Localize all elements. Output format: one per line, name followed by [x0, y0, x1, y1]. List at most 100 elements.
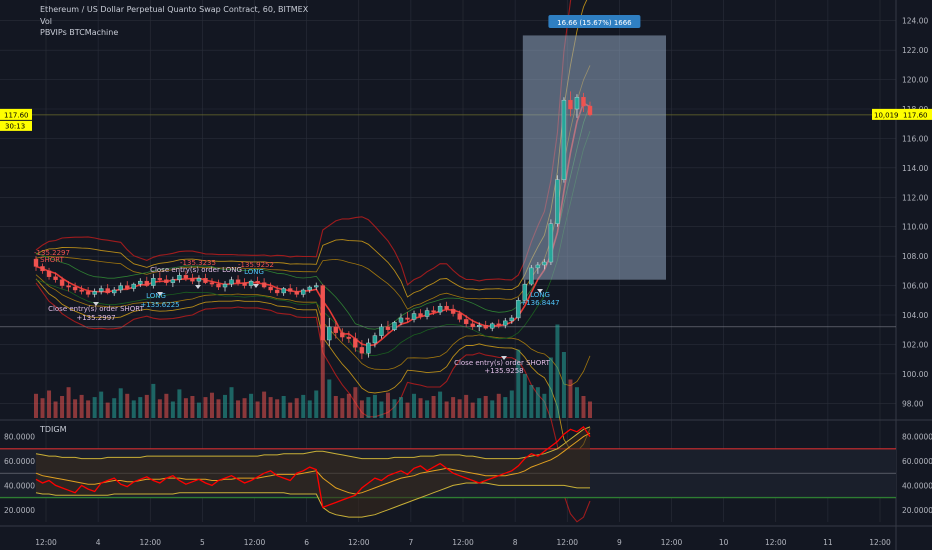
measure-label-bg — [548, 15, 641, 28]
symbol-legend: Ethereum / US Dollar Perpetual Quanto Sw… — [40, 5, 309, 14]
candle-body — [353, 338, 358, 348]
volume-bar — [314, 390, 319, 418]
volume-bar — [112, 398, 117, 418]
price-axis-label: 116.00 — [902, 134, 928, 143]
volume-bar — [99, 391, 104, 418]
candle-body — [268, 286, 273, 291]
candle-body — [164, 279, 169, 283]
price-axis-label: 120.00 — [902, 76, 928, 85]
candlesticks[interactable] — [33, 91, 593, 360]
volume-bar — [144, 394, 149, 418]
candle-body — [281, 288, 286, 294]
time-axis-label: 4 — [96, 538, 101, 547]
volume-bar — [229, 387, 234, 418]
volume-bar — [92, 397, 97, 418]
candle-body — [112, 289, 117, 294]
osc-price-line — [35, 425, 591, 509]
volume-bar — [34, 393, 38, 418]
measure-rectangle — [522, 35, 666, 280]
volume-bar — [379, 401, 384, 418]
band-line — [35, 282, 591, 523]
candle-body — [92, 291, 97, 295]
trade-label: +135.6225 — [140, 301, 179, 309]
band-line — [35, 274, 591, 387]
trade-arrow — [537, 289, 543, 293]
volume-bar — [138, 397, 143, 418]
volume-bar — [353, 387, 358, 418]
tdigm-oscillator: 80.0000 60.0000 40.0000 20.0000 80.0000 60.00… — [0, 425, 932, 518]
candle-body — [320, 285, 325, 341]
price-axis-label: 112.00 — [902, 193, 928, 202]
trade-label: +136.8447 — [520, 299, 559, 307]
volume-bar — [164, 393, 169, 418]
volume-bar — [470, 402, 475, 418]
volume-bar — [307, 400, 312, 418]
volume-bar — [327, 379, 332, 418]
time-axis-label: 12:00 — [452, 538, 474, 547]
volume-bar — [425, 400, 430, 418]
osc-axis-label: 80.0000 — [902, 433, 932, 442]
candle-body — [581, 97, 586, 107]
time-axis-label: 12:00 — [139, 538, 161, 547]
volume-bar — [236, 400, 241, 418]
volume-bar — [451, 397, 456, 418]
time-axis-label: 12:00 — [35, 538, 57, 547]
volume-bar — [66, 387, 71, 418]
candle-body — [496, 323, 501, 326]
volume-bar — [125, 393, 130, 418]
trade-label: +135.2997 — [76, 314, 115, 322]
volume-bar — [490, 400, 495, 418]
volume-bar — [464, 394, 469, 418]
volume-bar — [40, 398, 45, 418]
candle-body — [66, 285, 71, 288]
candle-body — [346, 336, 352, 339]
volume-bar — [516, 349, 521, 418]
time-axis-label: 12:00 — [765, 538, 787, 547]
measure-label: 16.66 (15.67%) 1666 — [557, 19, 632, 27]
candle-body — [235, 279, 241, 283]
trade-label: Close entry(s) order SHORT — [48, 305, 145, 313]
volume-bar — [509, 390, 514, 418]
candle-body — [85, 291, 91, 295]
candle-body — [411, 313, 417, 320]
envelope-upper — [35, 104, 591, 330]
volume-bar — [438, 391, 443, 418]
volume-bar — [288, 402, 293, 418]
osc-left-label: 60.0000 — [4, 457, 35, 466]
candle-body — [151, 278, 156, 286]
volume-bar — [477, 398, 482, 418]
volume-bar — [581, 396, 586, 418]
time-axis[interactable]: 12:00 4 12:00 5 12:00 6 12:00 7 12:00 8 12:00 9 12:0… — [35, 538, 891, 547]
volume-bar — [444, 401, 449, 418]
candle-body — [255, 280, 260, 283]
candle-body — [470, 323, 475, 327]
time-axis-label: 7 — [408, 538, 413, 547]
volume-bars — [34, 308, 592, 418]
trade-arrow — [93, 302, 99, 306]
volume-bar — [216, 399, 221, 418]
price-axis-label: 102.00 — [902, 340, 928, 349]
time-axis-label: 6 — [304, 538, 309, 547]
volume-bar — [555, 324, 560, 418]
price-axis-label: 122.00 — [902, 46, 928, 55]
price-axis-label: 114.00 — [902, 164, 928, 173]
volume-bar — [249, 393, 254, 418]
volume-bar — [542, 393, 547, 418]
candle-body — [444, 305, 449, 310]
volume-bar — [503, 397, 508, 418]
trade-arrow — [195, 285, 201, 289]
volume-bar — [105, 402, 110, 418]
measure-box[interactable]: 16.66 (15.67%) 1666 — [522, 15, 666, 280]
volume-bar — [340, 398, 345, 418]
candle-body — [131, 283, 136, 289]
osc-left-label: 20.0000 — [4, 506, 35, 515]
candle-body — [450, 308, 456, 314]
volume-legend: Vol — [40, 17, 52, 26]
right-box-bg — [872, 108, 900, 120]
trade-label: -135.9252 — [238, 261, 274, 269]
volume-bar — [301, 394, 306, 418]
candle-body — [385, 326, 391, 330]
